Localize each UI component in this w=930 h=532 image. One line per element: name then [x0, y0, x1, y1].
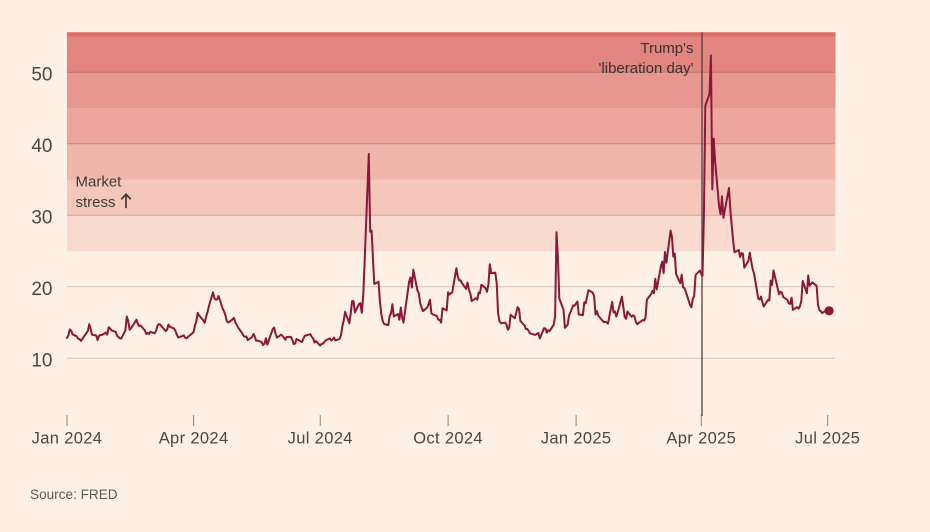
- svg-text:Oct 2024: Oct 2024: [413, 430, 483, 448]
- svg-text:stress: stress: [76, 194, 116, 211]
- svg-text:Jan 2025: Jan 2025: [541, 430, 612, 448]
- svg-text:20: 20: [31, 279, 52, 300]
- svg-text:30: 30: [31, 207, 52, 228]
- svg-text:Jul 2024: Jul 2024: [288, 430, 353, 448]
- svg-text:10: 10: [31, 350, 52, 371]
- svg-text:Source: FRED: Source: FRED: [30, 487, 118, 502]
- svg-text:Apr 2025: Apr 2025: [666, 430, 736, 448]
- svg-text:40: 40: [31, 136, 52, 157]
- svg-text:Trump's: Trump's: [640, 40, 693, 57]
- svg-text:50: 50: [31, 64, 52, 85]
- svg-text:Apr 2024: Apr 2024: [159, 430, 229, 448]
- svg-text:Jul 2025: Jul 2025: [795, 430, 860, 448]
- svg-text:Jan 2024: Jan 2024: [32, 430, 103, 448]
- svg-text:Market: Market: [76, 174, 123, 191]
- svg-text:'liberation day': 'liberation day': [599, 60, 694, 77]
